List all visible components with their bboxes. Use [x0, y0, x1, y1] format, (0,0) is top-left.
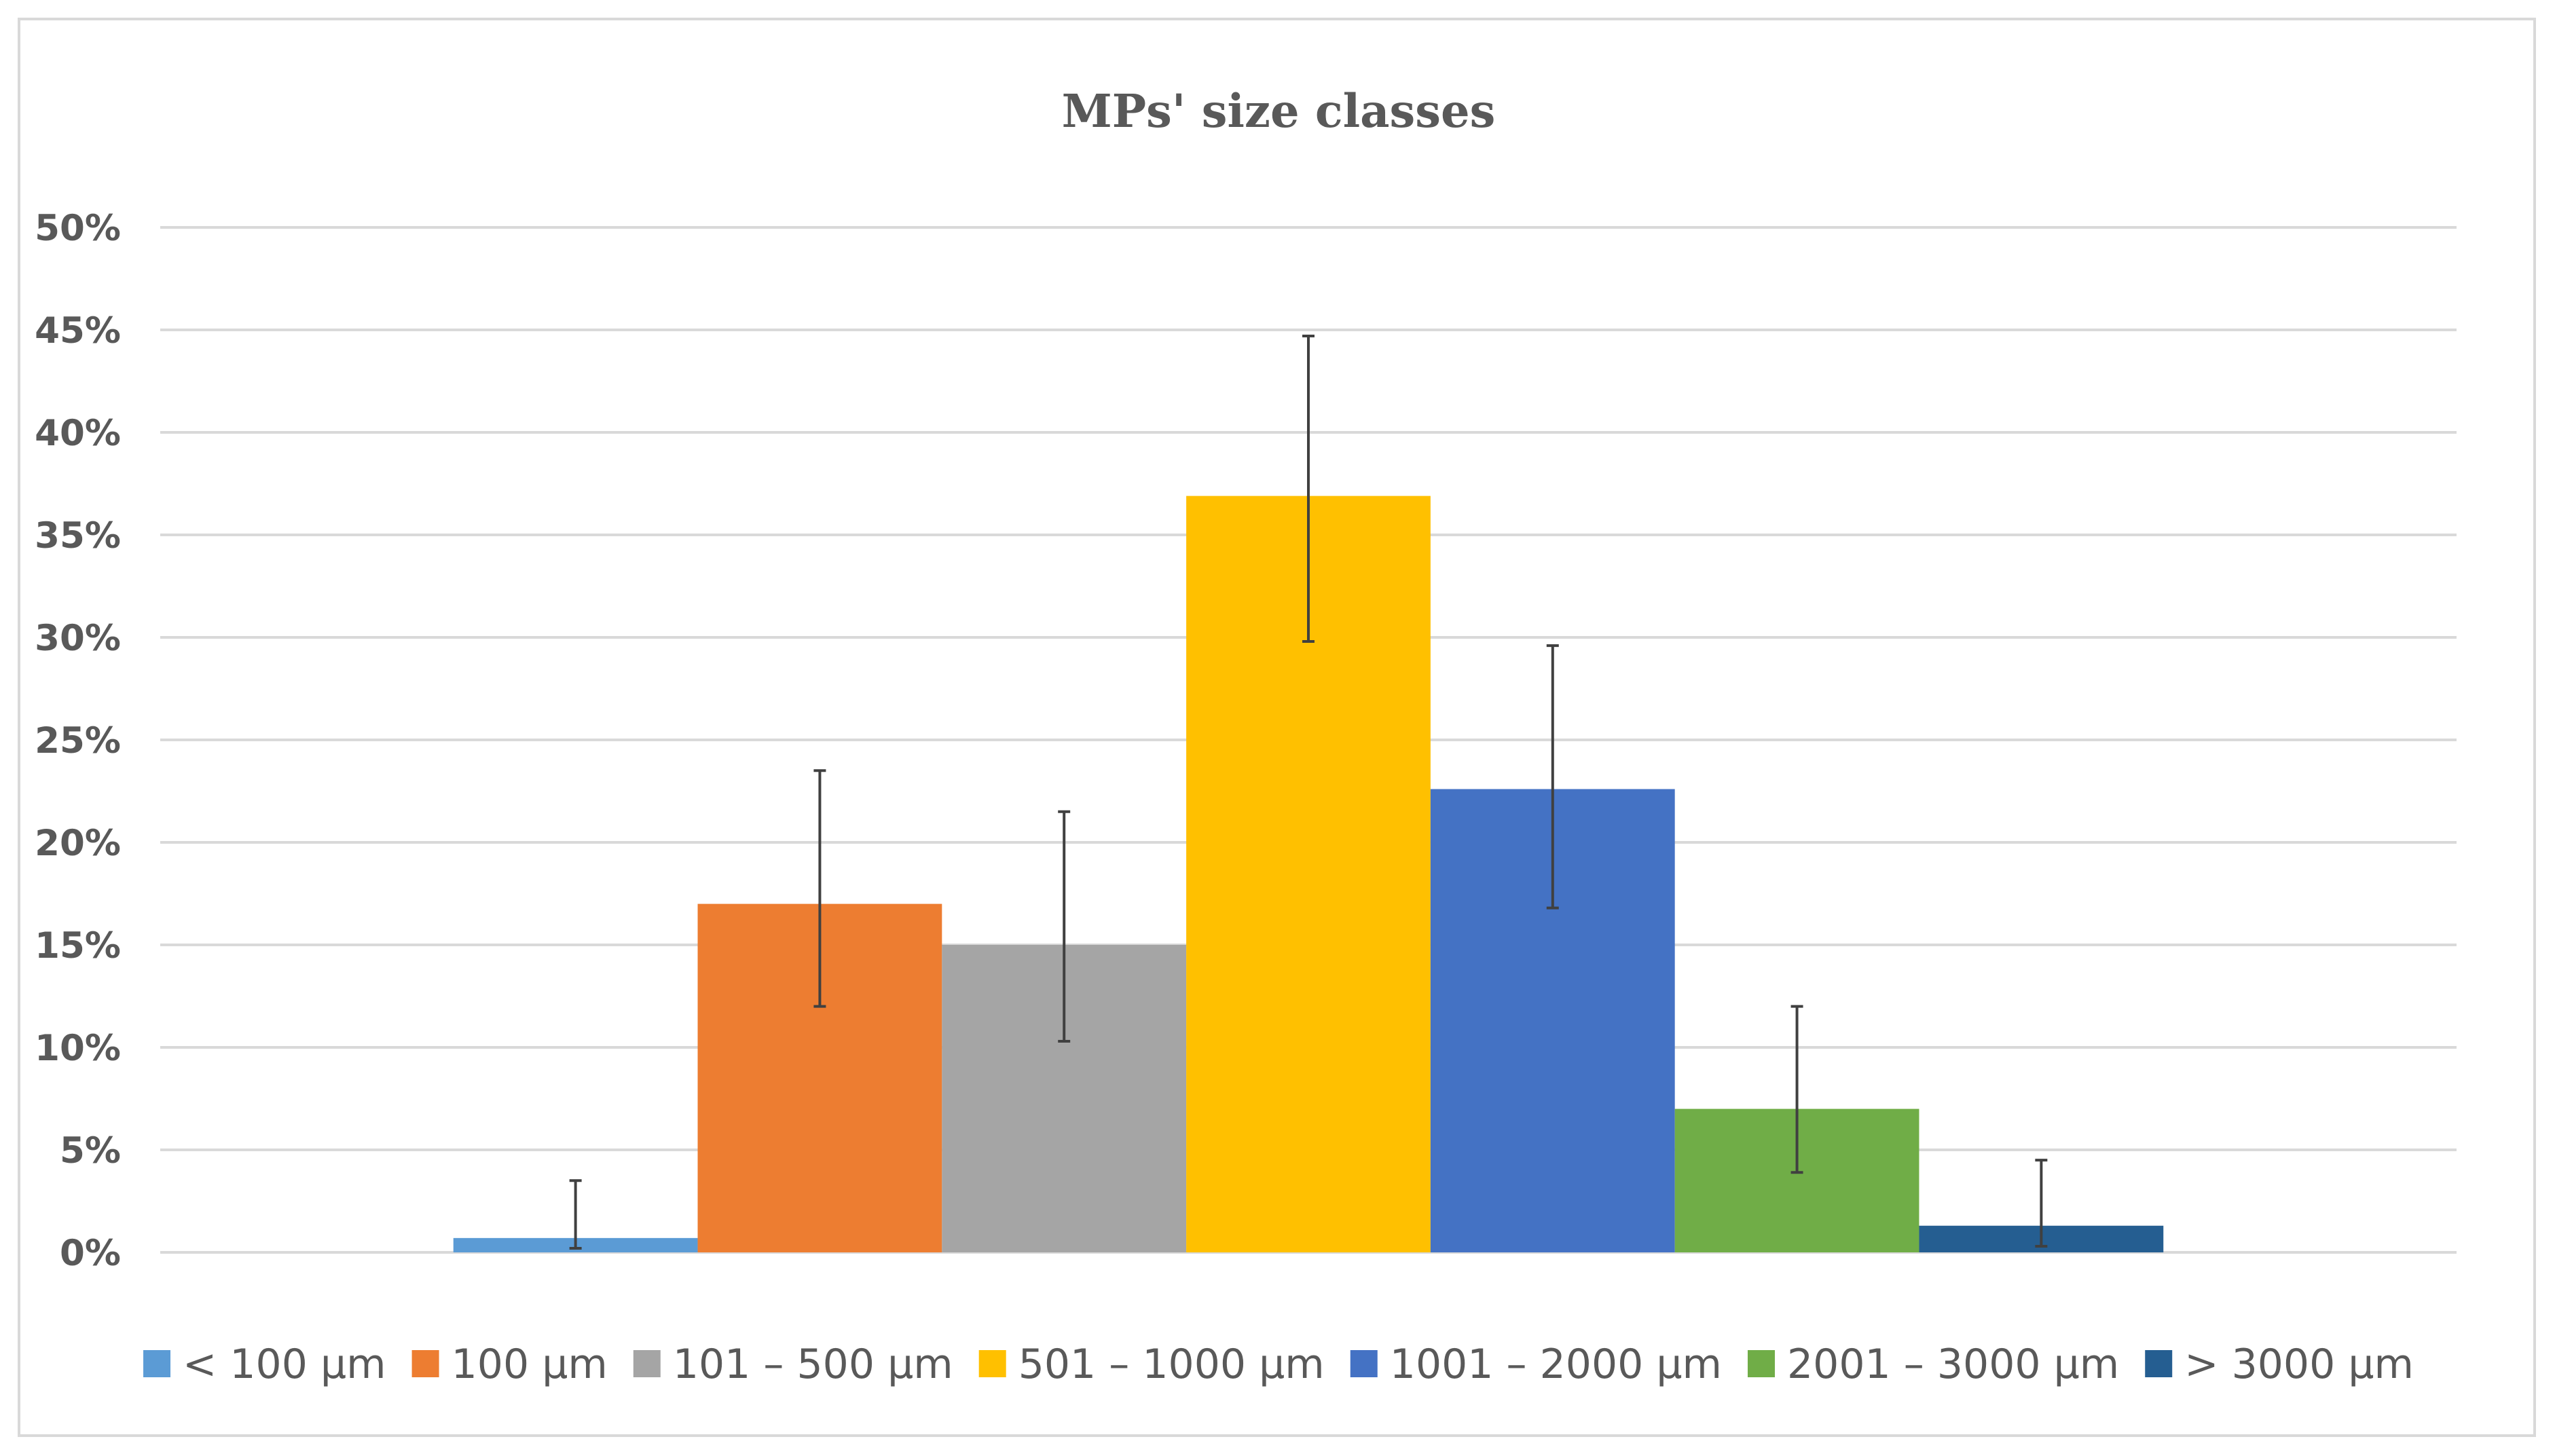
error-bars	[569, 335, 2048, 1250]
legend-item: 2001 – 3000 µm	[1748, 1341, 2119, 1388]
y-tick-label: 45%	[35, 310, 121, 352]
legend-swatch	[143, 1350, 171, 1377]
legend: < 100 µm 100 µm 101 – 500 µm 501 – 1000 µm 1…	[143, 1341, 2414, 1388]
legend-swatch	[978, 1350, 1006, 1377]
legend-label: < 100 µm	[183, 1341, 386, 1388]
y-axis-ticks: 0% 5% 10% 15% 20% 25% 30% 35% 40% 45% 50%	[35, 208, 121, 1274]
legend-label: 501 – 1000 µm	[1018, 1341, 1325, 1388]
y-tick-label: 5%	[60, 1130, 121, 1172]
legend-label: 2001 – 3000 µm	[1787, 1341, 2119, 1388]
y-tick-label: 15%	[35, 925, 121, 967]
y-tick-label: 25%	[35, 720, 121, 762]
legend-item: < 100 µm	[143, 1341, 386, 1388]
legend-item: 1001 – 2000 µm	[1350, 1341, 1722, 1388]
bars	[453, 496, 2164, 1252]
legend-label: 100 µm	[452, 1341, 608, 1388]
legend-label: 1001 – 2000 µm	[1390, 1341, 1722, 1388]
legend-swatch	[1748, 1350, 1775, 1377]
legend-swatch	[1350, 1350, 1378, 1377]
legend-label: > 3000 µm	[2184, 1341, 2414, 1388]
legend-item: > 3000 µm	[2145, 1341, 2414, 1388]
legend-swatch	[411, 1350, 439, 1377]
chart-title: MPs' size classes	[1062, 84, 1496, 138]
y-tick-label: 0%	[60, 1233, 121, 1274]
legend-label: 101 – 500 µm	[673, 1341, 953, 1388]
y-tick-label: 40%	[35, 413, 121, 454]
y-tick-label: 50%	[35, 208, 121, 249]
y-tick-label: 35%	[35, 515, 121, 557]
legend-item: 100 µm	[411, 1341, 608, 1388]
y-tick-label: 10%	[35, 1028, 121, 1069]
y-tick-label: 20%	[35, 823, 121, 864]
legend-item: 101 – 500 µm	[633, 1341, 953, 1388]
legend-swatch	[2145, 1350, 2173, 1377]
legend-item: 501 – 1000 µm	[978, 1341, 1325, 1388]
y-tick-label: 30%	[35, 618, 121, 659]
legend-swatch	[633, 1350, 661, 1377]
